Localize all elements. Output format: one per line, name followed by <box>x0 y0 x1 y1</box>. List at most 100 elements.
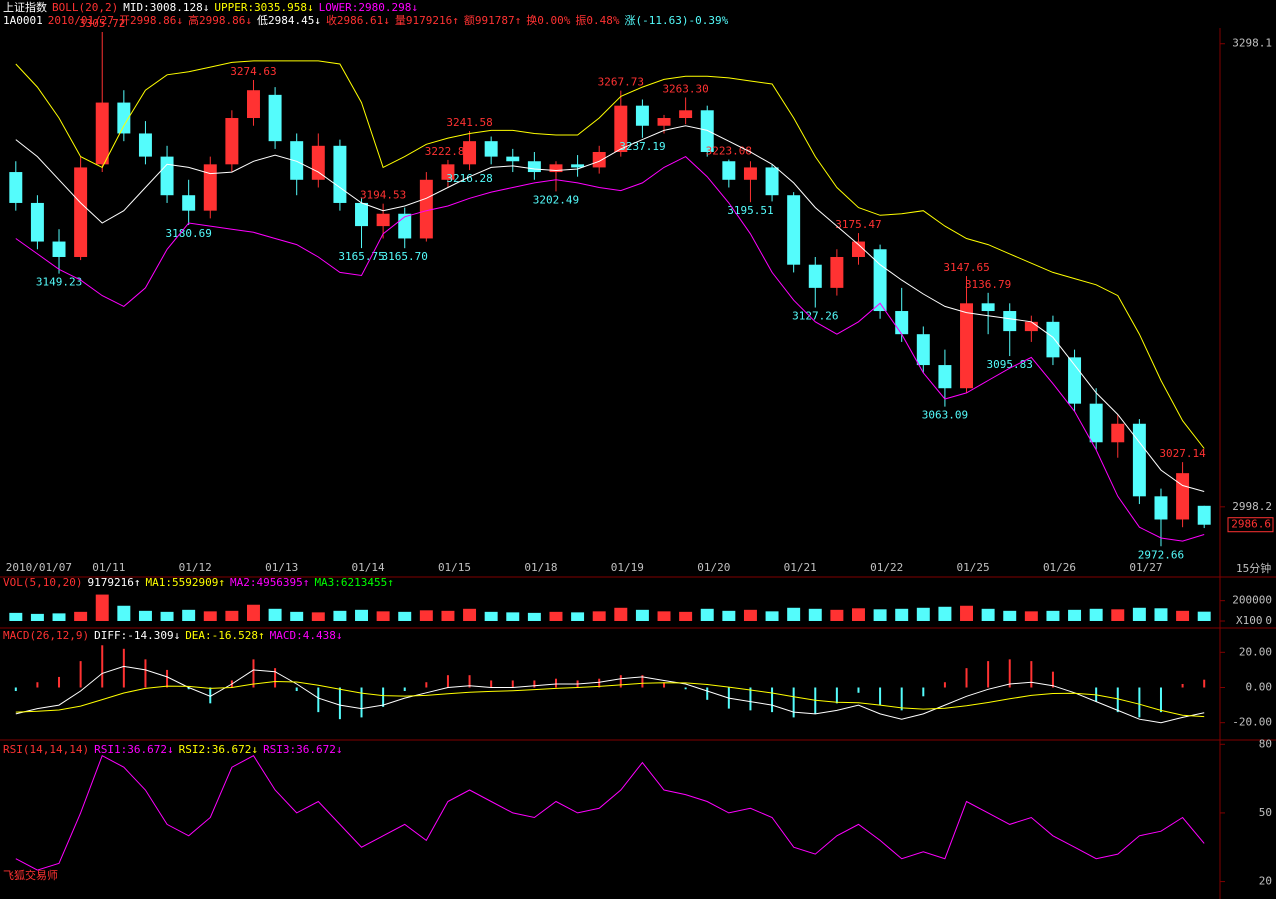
high-label: 3267.73 <box>598 76 644 89</box>
volume-bar <box>74 611 88 621</box>
candle-body <box>311 145 325 180</box>
volume-bar <box>182 609 196 621</box>
legend-entry: RSI3:36.672↓ <box>263 743 342 756</box>
legend-entry: MACD:4.438↓ <box>270 629 343 642</box>
volume-bar <box>527 612 541 621</box>
volume-bar <box>355 609 368 621</box>
candle-body <box>290 141 304 180</box>
low-label: 3237.19 <box>619 140 665 153</box>
candle-body <box>916 334 930 366</box>
x-tick-label: 01/20 <box>697 561 730 574</box>
candle-body <box>960 303 973 389</box>
volume-bar <box>30 613 44 621</box>
candle-body <box>722 161 736 180</box>
volume-bar <box>333 610 347 621</box>
candle-body <box>1197 505 1211 525</box>
candle-body <box>463 141 477 165</box>
volume-bar <box>1068 609 1082 621</box>
x-tick-label: 01/11 <box>92 561 125 574</box>
low-label: 3063.09 <box>922 409 968 422</box>
indicator-line <box>15 125 1205 492</box>
high-label: 3223.08 <box>706 145 752 158</box>
volume-bar <box>657 611 671 621</box>
low-label: 3216.28 <box>446 172 492 185</box>
volume-bar <box>895 608 909 621</box>
volume-bar <box>9 612 23 621</box>
candle-body <box>1046 321 1060 358</box>
y-tick-label: 50 <box>1259 806 1272 819</box>
high-label: 3222.88 <box>425 145 471 158</box>
candle-body <box>614 105 628 152</box>
candle-body <box>95 102 109 165</box>
price-box <box>1227 517 1274 533</box>
legend-entry: MID:3008.128↓ <box>123 1 209 14</box>
volume-bar <box>1197 611 1211 621</box>
quote-field: 低2984.45↓ <box>257 14 321 27</box>
volume-bar <box>938 606 952 621</box>
quote-field: 开2998.86↓ <box>119 14 183 27</box>
high-label: 3305.72 <box>79 17 125 30</box>
volume-bar <box>808 608 822 621</box>
low-label: 3095.83 <box>987 358 1033 371</box>
volume-bar <box>138 610 152 621</box>
volume-bar <box>549 611 563 621</box>
y-tick-label: 0 <box>1265 614 1272 627</box>
quote-date: 2010/01/27 <box>48 14 114 27</box>
x-tick-label: 01/13 <box>265 561 298 574</box>
quote-field: 收2986.61↓ <box>326 13 390 27</box>
volume-bar <box>160 611 174 621</box>
legend-entry: MA2:4956395↑ <box>230 576 309 589</box>
low-label: 3165.75 <box>338 250 384 263</box>
high-label: 3194.53 <box>360 189 406 202</box>
indicator-line <box>15 60 1205 449</box>
candle-body <box>203 164 217 211</box>
volume-bar <box>117 605 131 621</box>
low-label: 3202.49 <box>533 193 579 206</box>
quote-field: 涨(-11.63)-0.39% <box>625 14 729 27</box>
low-label: 3165.70 <box>382 250 428 263</box>
x-tick-label: 01/15 <box>438 561 471 574</box>
volume-bar <box>1111 609 1125 621</box>
candle-body <box>981 303 995 312</box>
candle-body <box>679 110 693 119</box>
candle-body <box>549 164 563 173</box>
volume-bar <box>614 607 628 621</box>
high-label: 3027.14 <box>1159 447 1206 460</box>
candle-body <box>484 141 498 157</box>
candle-body <box>571 164 585 168</box>
volume-bar <box>700 608 714 621</box>
volume-bar <box>203 611 217 621</box>
y-tick-label: -20.00 <box>1232 716 1272 729</box>
watermark: 飞狐交易师 <box>3 868 58 882</box>
volume-bar <box>225 610 239 621</box>
low-label: 3149.23 <box>36 276 82 289</box>
volume-bar <box>960 605 973 621</box>
volume-bar <box>787 607 801 621</box>
candle-body <box>225 118 239 165</box>
volume-bar <box>679 611 693 621</box>
candle-body <box>398 213 412 239</box>
y-tick-label: 20 <box>1259 875 1272 888</box>
unit-label: X100 <box>1236 614 1263 627</box>
quote-field: 额991787↑ <box>464 14 521 27</box>
volume-bar <box>571 612 585 621</box>
indicator-title: MACD(26,12,9) <box>3 629 89 642</box>
indicator-line <box>15 155 1205 542</box>
candle-body <box>138 133 152 157</box>
volume-bar <box>52 613 66 621</box>
volume-bar <box>95 594 109 621</box>
high-label: 3136.79 <box>965 278 1011 291</box>
volume-bar <box>1132 607 1146 621</box>
y-tick-label: 20.00 <box>1239 645 1272 658</box>
price-box-label: 2986.6 <box>1231 518 1271 531</box>
volume-bar <box>916 607 930 621</box>
candle-body <box>1132 423 1146 497</box>
volume-bar <box>1024 611 1038 621</box>
candle-body <box>1003 311 1017 332</box>
legend-entry: MA1:5592909↑ <box>145 576 224 589</box>
x-tick-label: 01/19 <box>611 561 644 574</box>
candle-body <box>895 311 909 335</box>
